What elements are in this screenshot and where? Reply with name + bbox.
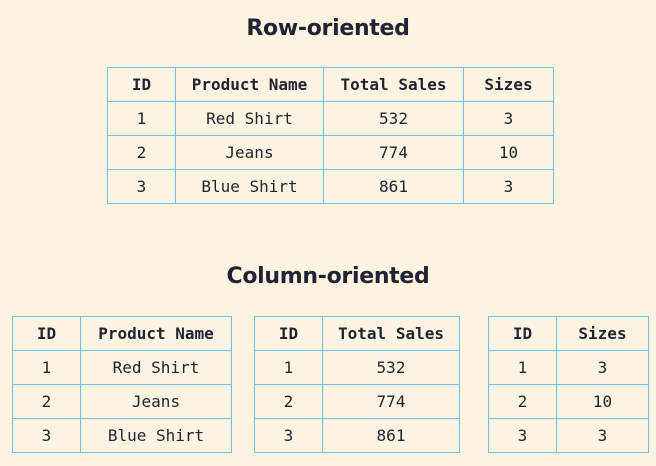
cell-product-name: Blue Shirt (175, 169, 324, 204)
row-oriented-table: ID Product Name Total Sales Sizes 1 Red … (107, 67, 554, 204)
table-row: 1 532 (254, 350, 460, 385)
cell-id: 3 (488, 418, 557, 453)
cell-product-name: Red Shirt (175, 101, 324, 136)
column-oriented-title: Column-oriented (226, 264, 430, 289)
table-row: 3 3 (488, 418, 649, 453)
cell-id: 1 (254, 350, 323, 385)
table-row: 2 774 (254, 384, 460, 419)
table-row: 3 861 (254, 418, 460, 453)
header-sizes: Sizes (463, 67, 554, 102)
cell-id: 2 (254, 384, 323, 419)
table-row: 1 Red Shirt 532 3 (107, 101, 554, 136)
cell-sizes: 3 (556, 418, 649, 453)
row-oriented-title: Row-oriented (246, 16, 410, 41)
header-id: ID (488, 316, 557, 351)
cell-id: 3 (107, 169, 176, 204)
table-row: 1 3 (488, 350, 649, 385)
cell-sizes: 10 (463, 135, 554, 170)
cell-total-sales: 532 (322, 350, 460, 385)
cell-product-name: Red Shirt (80, 350, 232, 385)
header-id: ID (107, 67, 176, 102)
header-product-name: Product Name (175, 67, 324, 102)
cell-total-sales: 774 (323, 135, 464, 170)
cell-id: 3 (254, 418, 323, 453)
cell-sizes: 3 (556, 350, 649, 385)
cell-id: 3 (12, 418, 81, 453)
header-sizes: Sizes (556, 316, 649, 351)
cell-product-name: Jeans (80, 384, 232, 419)
header-product-name: Product Name (80, 316, 232, 351)
cell-total-sales: 861 (322, 418, 460, 453)
cell-sizes: 3 (463, 101, 554, 136)
cell-id: 2 (12, 384, 81, 419)
table-row: 3 Blue Shirt 861 3 (107, 169, 554, 204)
column-table-product-name: ID Product Name 1 Red Shirt 2 Jeans 3 Bl… (12, 316, 232, 453)
table-row: 2 Jeans 774 10 (107, 135, 554, 170)
cell-total-sales: 861 (323, 169, 464, 204)
cell-id: 1 (107, 101, 176, 136)
header-id: ID (12, 316, 81, 351)
cell-total-sales: 774 (322, 384, 460, 419)
column-table-total-sales: ID Total Sales 1 532 2 774 3 861 (254, 316, 460, 453)
cell-id: 1 (12, 350, 81, 385)
header-row: ID Total Sales (254, 316, 460, 351)
header-row: ID Product Name Total Sales Sizes (107, 67, 554, 102)
cell-id: 2 (488, 384, 557, 419)
table-row: 1 Red Shirt (12, 350, 232, 385)
cell-sizes: 3 (463, 169, 554, 204)
cell-total-sales: 532 (323, 101, 464, 136)
cell-product-name: Blue Shirt (80, 418, 232, 453)
table-row: 2 Jeans (12, 384, 232, 419)
cell-product-name: Jeans (175, 135, 324, 170)
cell-sizes: 10 (556, 384, 649, 419)
header-id: ID (254, 316, 323, 351)
cell-id: 1 (488, 350, 557, 385)
column-table-sizes: ID Sizes 1 3 2 10 3 3 (488, 316, 649, 453)
header-total-sales: Total Sales (322, 316, 460, 351)
table-row: 3 Blue Shirt (12, 418, 232, 453)
header-row: ID Sizes (488, 316, 649, 351)
cell-id: 2 (107, 135, 176, 170)
header-total-sales: Total Sales (323, 67, 464, 102)
table-row: 2 10 (488, 384, 649, 419)
header-row: ID Product Name (12, 316, 232, 351)
